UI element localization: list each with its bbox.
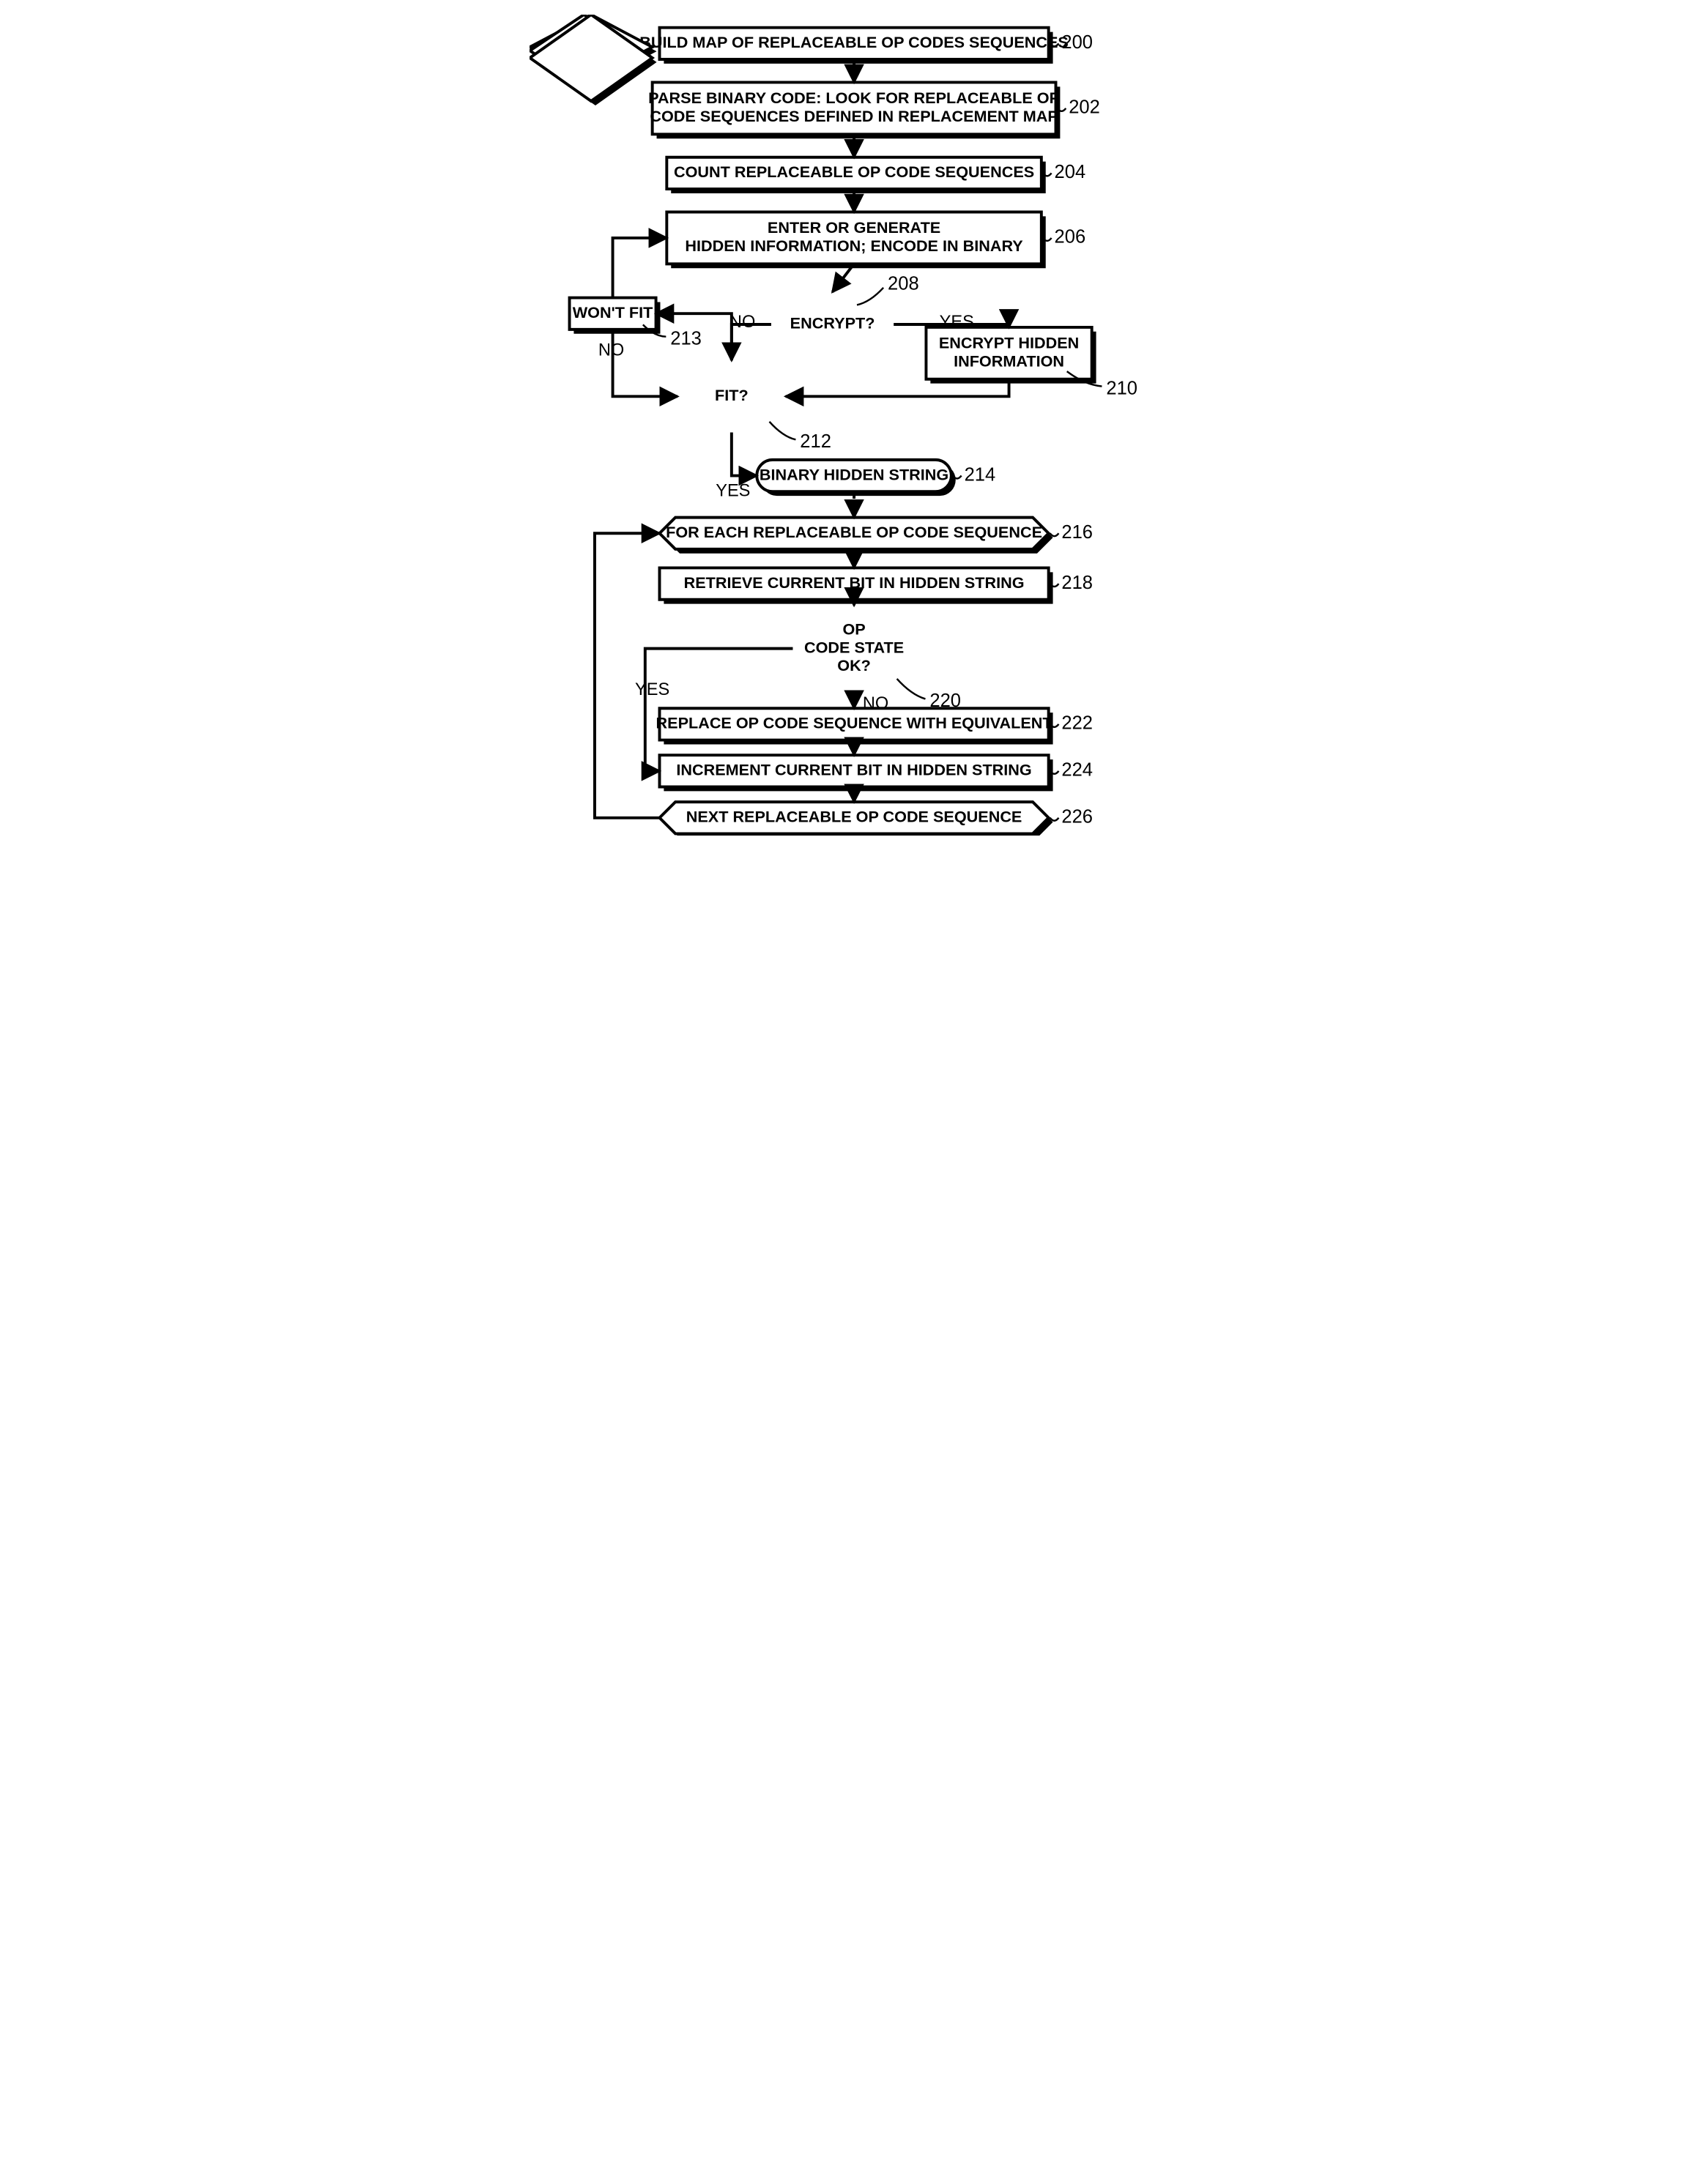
edge (612, 238, 667, 298)
n206-text: ENTER OR GENERATE (768, 218, 940, 237)
n210-text: ENCRYPT HIDDEN (939, 334, 1079, 352)
ref-208: 208 (888, 274, 919, 294)
n220-text: OK? (837, 656, 871, 674)
n226-text: NEXT REPLACEABLE OP CODE SEQUENCE (686, 808, 1022, 826)
n202-text: CODE SEQUENCES DEFINED IN REPLACEMENT MA… (650, 107, 1058, 125)
n222-text: REPLACE OP CODE SEQUENCE WITH EQUIVALENT (656, 714, 1052, 732)
n213-text: WON'T FIT (573, 303, 653, 321)
edge (612, 330, 677, 396)
n220-text: CODE STATE (804, 638, 904, 656)
edge (732, 433, 757, 476)
ref-212: 212 (800, 431, 831, 452)
ref-224: 224 (1061, 760, 1093, 781)
ref-214: 214 (965, 464, 996, 485)
n200-text: BUILD MAP OF REPLACEABLE OP CODES SEQUEN… (639, 33, 1069, 51)
ref-204: 204 (1054, 162, 1085, 182)
n204-text: COUNT REPLACEABLE OP CODE SEQUENCES (674, 163, 1034, 181)
n212-text: FIT? (715, 386, 749, 404)
edge (595, 533, 660, 818)
ref-222: 222 (1061, 713, 1093, 734)
n206-text: HIDDEN INFORMATION; ENCODE IN BINARY (685, 237, 1023, 255)
ref-216: 216 (1061, 522, 1093, 543)
svg-text:NO: NO (863, 694, 888, 713)
ref-213: 213 (670, 328, 702, 349)
n202-text: PARSE BINARY CODE: LOOK FOR REPLACEABLE … (648, 89, 1060, 107)
svg-text:YES: YES (635, 680, 669, 699)
n208-text: ENCRYPT? (790, 314, 875, 332)
n214-text: BINARY HIDDEN STRING (760, 465, 948, 483)
flowchart: BUILD MAP OF REPLACEABLE OP CODES SEQUEN… (530, 15, 1178, 836)
n216-text: FOR EACH REPLACEABLE OP CODE SEQUENCE (666, 523, 1042, 541)
ref-226: 226 (1061, 807, 1093, 827)
n224-text: INCREMENT CURRENT BIT IN HIDDEN STRING (676, 761, 1031, 779)
n220-text: OP (842, 620, 865, 638)
ref-218: 218 (1061, 573, 1093, 593)
n210-text: INFORMATION (954, 352, 1064, 370)
ref-200: 200 (1061, 32, 1093, 53)
svg-text:YES: YES (716, 481, 750, 500)
n218-text: RETRIEVE CURRENT BIT IN HIDDEN STRING (684, 573, 1025, 592)
ref-210: 210 (1106, 378, 1137, 398)
svg-text:NO: NO (598, 341, 624, 360)
svg-text:YES: YES (940, 313, 974, 332)
ref-206: 206 (1054, 227, 1085, 248)
svg-text:NO: NO (729, 313, 755, 332)
ref-202: 202 (1069, 97, 1100, 118)
